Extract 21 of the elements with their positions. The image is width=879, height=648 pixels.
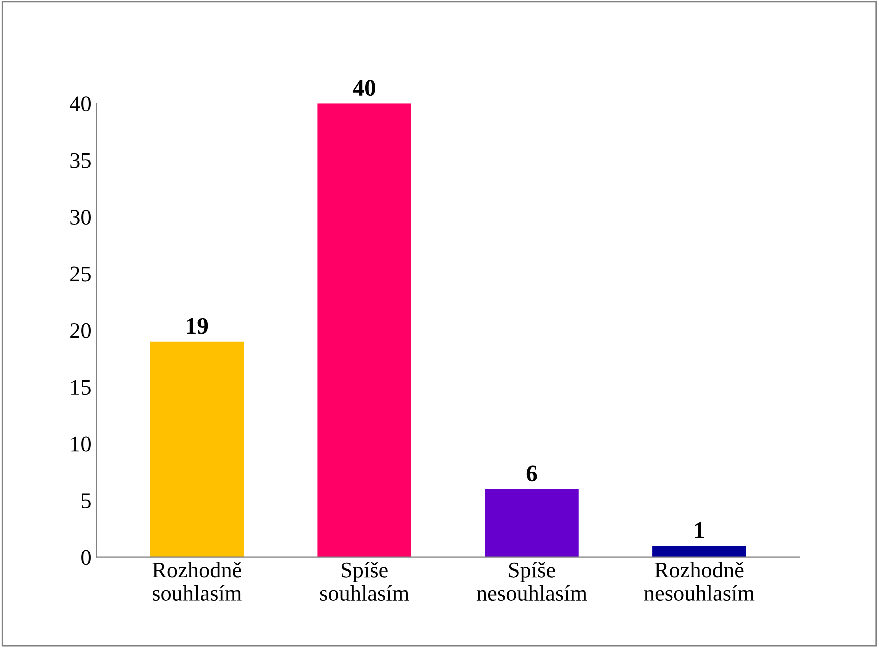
y-tick-label: 40	[70, 96, 91, 112]
bar	[485, 489, 579, 558]
y-tick-label: 20	[70, 323, 91, 338]
x-tick-label: Rozhodně souhlasím	[152, 562, 242, 602]
x-tick-label: Spíše souhlasím	[320, 562, 410, 602]
y-tick-label: 30	[70, 210, 91, 226]
y-tick-label: 15	[72, 380, 91, 396]
data-label: 6	[526, 466, 538, 482]
bar	[652, 546, 746, 558]
bar	[318, 104, 412, 558]
y-tick-label: 10	[72, 436, 91, 452]
data-label: 1	[695, 522, 704, 538]
y-tick-label: 0	[82, 550, 91, 566]
y-tick-label: 5	[82, 494, 91, 509]
data-label: 19	[187, 318, 208, 334]
y-tick-label: 25	[70, 266, 91, 282]
data-label: 40	[353, 80, 376, 96]
y-tick-label: 35	[70, 153, 91, 168]
x-tick-label: Rozhodně nesouhlasím	[644, 562, 755, 602]
bar	[150, 342, 244, 558]
x-tick-label: Spíše nesouhlasím	[476, 562, 588, 602]
